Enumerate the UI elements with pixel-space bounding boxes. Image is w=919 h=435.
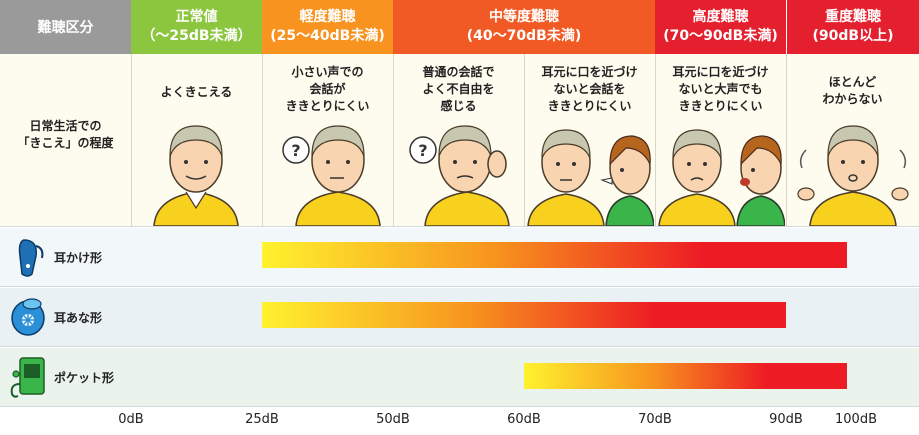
axis-tick: 70dB	[638, 412, 672, 427]
axis-tick: 60dB	[507, 412, 541, 427]
header-mild: 軽度難聴 (25～40dB未満)	[262, 0, 393, 54]
daily-life-label-line1: 日常生活での	[29, 119, 102, 133]
axis-tick: 100dB	[835, 412, 877, 427]
header-mild-title: 軽度難聴	[299, 9, 356, 25]
svg-text:?: ?	[291, 141, 300, 160]
daily-life-label: 日常生活での 「きこえ」の程度	[0, 118, 131, 152]
hearing-aid-label-ite: 耳あな形	[54, 311, 103, 325]
two-people-illustration-moderate-b	[527, 129, 654, 226]
header-moderate-range: (40～70dB未満)	[466, 28, 582, 44]
range-bar-pocket	[524, 363, 847, 389]
description-line: よくきこえる	[160, 85, 233, 99]
description-moderate-b: 耳元に口を近づけ ないと会話を ききとりにくい	[524, 64, 655, 115]
daily-life-label-line2: 「きこえ」の程度	[17, 136, 114, 150]
description-line: ないと会話を	[553, 82, 626, 96]
elderly-man-illustration-normal	[153, 125, 239, 226]
header-profound-title: 重度難聴	[825, 9, 881, 25]
in-the-ear-hearing-aid-icon	[11, 298, 45, 336]
description-line: 会話が	[309, 82, 346, 96]
header-profound-range: (90dB以上)	[812, 28, 894, 44]
two-people-illustration-severe	[658, 129, 785, 226]
description-line: 普通の会話で	[422, 65, 495, 79]
description-profound: ほとんど わからない	[786, 74, 919, 108]
hearing-aid-label-bte: 耳かけ形	[54, 251, 103, 265]
description-line: わからない	[822, 92, 883, 106]
header-profound: 重度難聴 (90dB以上)	[786, 0, 919, 54]
hearing-aid-label-pocket: ポケット形	[54, 371, 115, 385]
svg-text:?: ?	[418, 141, 427, 160]
description-line: ほとんど	[828, 75, 877, 89]
axis-tick: 0dB	[118, 412, 144, 427]
header-normal-range: （～25dB未満）	[141, 28, 252, 44]
elderly-man-illustration-mild: ?	[282, 125, 381, 226]
description-line: ないと大声でも	[678, 82, 763, 96]
description-line: 耳元に口を近づけ	[672, 65, 769, 79]
header-normal: 正常値 （～25dB未満）	[131, 0, 262, 54]
description-line: ききとりにくい	[678, 99, 763, 113]
axis-tick: 25dB	[245, 412, 279, 427]
axis-tick: 50dB	[376, 412, 410, 427]
header-severe-range: (70～90dB未満)	[663, 28, 778, 44]
header-moderate: 中等度難聴 (40～70dB未満)	[393, 0, 655, 54]
description-line: ききとりにくい	[547, 99, 632, 113]
axis-tick: 90dB	[769, 412, 803, 427]
range-bar-bte	[262, 242, 847, 268]
range-bar-ite	[262, 302, 786, 328]
header-severe: 高度難聴 (70～90dB未満)	[655, 0, 786, 54]
description-line: ききとりにくい	[285, 99, 370, 113]
description-line: 小さい声での	[291, 65, 364, 79]
header-moderate-title: 中等度難聴	[489, 9, 559, 25]
description-severe: 耳元に口を近づけ ないと大声でも ききとりにくい	[655, 64, 786, 115]
behind-the-ear-hearing-aid-icon	[18, 239, 44, 277]
description-line: 感じる	[440, 99, 477, 113]
description-normal: よくきこえる	[131, 84, 262, 101]
description-line: 耳元に口を近づけ	[541, 65, 638, 79]
pocket-hearing-aid-icon	[10, 357, 45, 398]
description-moderate-a: 普通の会話で よく不自由を 感じる	[393, 64, 524, 115]
description-mild: 小さい声での 会話が ききとりにくい	[262, 64, 393, 115]
category-header: 難聴区分	[0, 0, 131, 54]
header-severe-title: 高度難聴	[692, 9, 749, 25]
header-mild-range: (25～40dB未満)	[270, 28, 385, 44]
description-line: よく不自由を	[422, 82, 495, 96]
elderly-man-illustration-moderate-a: ?	[409, 125, 510, 226]
header-normal-title: 正常値	[175, 9, 218, 25]
confused-man-illustration-profound	[797, 125, 909, 226]
